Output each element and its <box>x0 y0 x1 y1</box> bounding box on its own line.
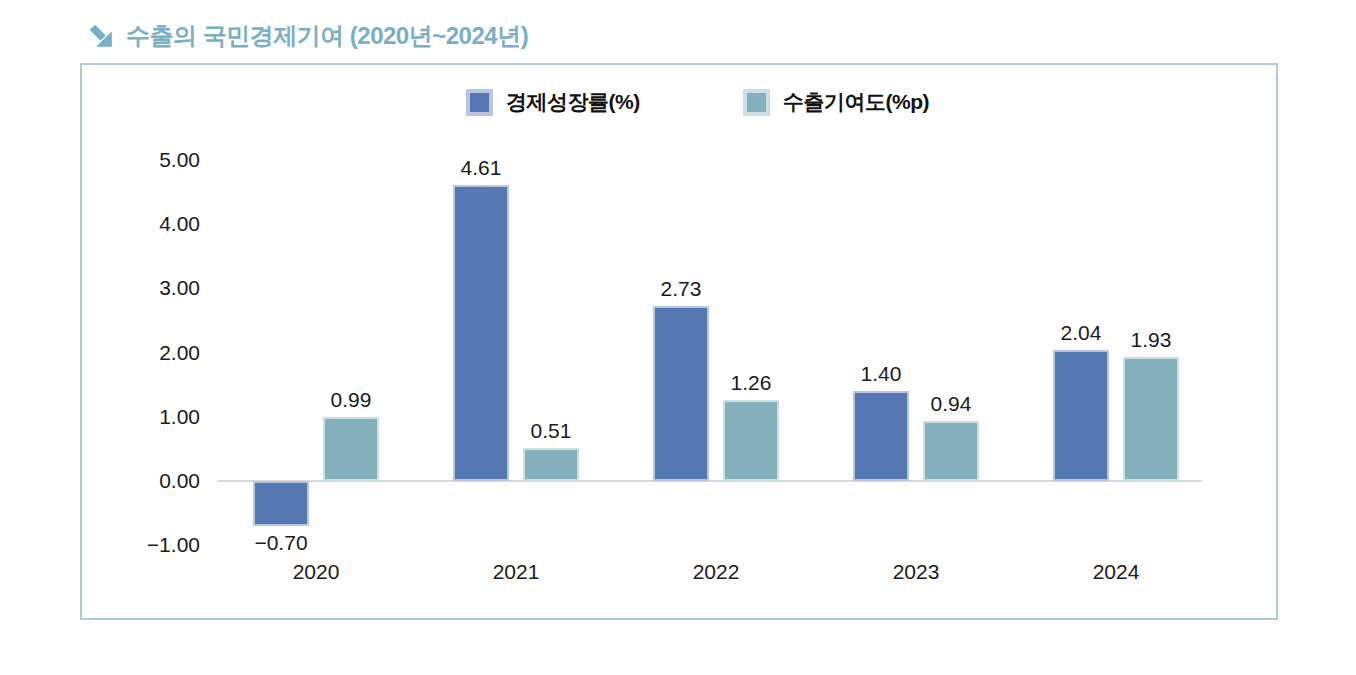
bar-2024-series-0 <box>1053 350 1109 481</box>
y-axis-tick-label: 5.00 <box>102 149 200 171</box>
bar-value-label: 1.26 <box>706 372 796 394</box>
bar-value-label: 1.40 <box>836 363 926 385</box>
legend-swatch <box>743 89 770 116</box>
bar-value-label: −0.70 <box>236 532 326 554</box>
legend-label: 수출기여도(%p) <box>783 88 929 116</box>
y-axis-tick-label: −1.00 <box>102 534 200 556</box>
bar-2020-series-1 <box>323 417 379 481</box>
chart-title-row: 수출의 국민경제기여 (2020년~2024년) <box>88 20 528 52</box>
bar-2023-series-0 <box>853 391 909 481</box>
page-title: 수출의 국민경제기여 (2020년~2024년) <box>126 20 528 52</box>
y-axis-tick-label: 3.00 <box>102 277 200 299</box>
x-axis-category-label: 2021 <box>461 561 571 583</box>
bar-2021-series-0 <box>453 185 509 481</box>
bar-value-label: 0.94 <box>906 393 996 415</box>
bar-2022-series-0 <box>653 306 709 481</box>
chart-panel: 경제성장률(%) 수출기여도(%p) 5.00 4.00 3.00 2.00 1.00 0.… <box>80 63 1278 620</box>
bar-2020-series-0 <box>253 481 309 526</box>
bar-value-label: 4.61 <box>436 157 526 179</box>
bar-value-label: 2.73 <box>636 278 726 300</box>
y-axis-tick-label: 2.00 <box>102 342 200 364</box>
x-axis-category-label: 2022 <box>661 561 771 583</box>
y-axis-tick-label: 1.00 <box>102 406 200 428</box>
bar-2022-series-1 <box>723 400 779 481</box>
arrow-down-right-icon <box>88 23 114 49</box>
x-axis-category-label: 2023 <box>861 561 971 583</box>
legend-label: 경제성장률(%) <box>506 88 640 116</box>
bar-2023-series-1 <box>923 421 979 481</box>
bar-value-label: 0.51 <box>506 420 596 442</box>
legend-item: 경제성장률(%) <box>466 88 640 116</box>
x-axis-category-label: 2024 <box>1061 561 1171 583</box>
y-axis-tick-label: 4.00 <box>102 213 200 235</box>
x-axis-category-label: 2020 <box>261 561 371 583</box>
bar-2021-series-1 <box>523 448 579 481</box>
bar-value-label: 1.93 <box>1106 329 1196 351</box>
bar-value-label: 0.99 <box>306 389 396 411</box>
bar-2024-series-1 <box>1123 357 1179 481</box>
y-axis-tick-label: 0.00 <box>102 470 200 492</box>
legend-item: 수출기여도(%p) <box>743 88 929 116</box>
legend-swatch <box>466 89 493 116</box>
